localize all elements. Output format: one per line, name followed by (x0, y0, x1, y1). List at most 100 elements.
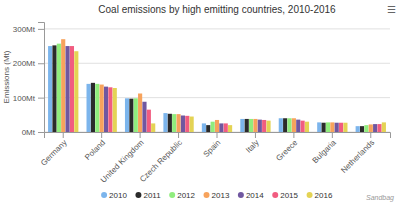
bar (258, 120, 262, 132)
y-tick: 100Mt (13, 94, 44, 103)
y-tick: 300Mt (13, 25, 44, 34)
legend-marker (204, 192, 210, 198)
bar (190, 117, 194, 132)
legend-marker (238, 192, 244, 198)
x-tick-mark (332, 132, 333, 138)
title: Coal emissions by high emitting countrie… (98, 4, 336, 15)
x-tick-mark (255, 132, 256, 138)
bar (219, 123, 223, 132)
bar (292, 118, 296, 132)
legend-label: 2012 (177, 191, 195, 200)
bar (87, 84, 91, 132)
bar-series (52, 45, 364, 132)
bar (211, 122, 215, 132)
legend-marker (272, 192, 278, 198)
bar (66, 46, 70, 132)
bar-series (61, 39, 373, 132)
legend-item: 2012 (169, 191, 195, 200)
bar (129, 99, 133, 132)
bar-series (66, 46, 378, 132)
bar (240, 119, 244, 132)
y-tick-label: 300Mt (13, 25, 36, 34)
bar (296, 120, 300, 132)
bar (339, 123, 343, 132)
bar (142, 102, 146, 132)
grid-line (44, 63, 390, 64)
x-tick-label: Greece (274, 138, 299, 163)
legend-label: 2010 (109, 191, 127, 200)
bar (176, 114, 180, 132)
bar-series (57, 44, 369, 132)
y-axis-line (38, 23, 45, 133)
legend-item: 2013 (204, 191, 230, 200)
y-tick-mark (38, 98, 44, 99)
bar (360, 126, 364, 132)
bar (343, 123, 347, 132)
x-tick-label: Bulgaria (311, 138, 339, 166)
legend-label: 2014 (246, 191, 264, 200)
bar (151, 123, 155, 132)
legend-label: 2015 (280, 191, 298, 200)
grid (44, 29, 390, 132)
y-tick-label: 0Mt (22, 128, 36, 137)
bar (91, 83, 95, 132)
bar (245, 119, 249, 132)
x-tick: Czech Republic (138, 132, 184, 184)
y-tick-label: 100Mt (13, 94, 36, 103)
bar (74, 51, 78, 132)
bar (373, 124, 377, 132)
y-tick-mark (38, 63, 44, 64)
y-tick-mark (38, 132, 44, 133)
bar (305, 122, 309, 132)
x-tick-label: Netherlands (339, 138, 376, 175)
x-axis: GermanyPolandUnited KingdomCzech Republi… (39, 132, 391, 185)
x-tick: Greece (274, 132, 299, 163)
bar (364, 125, 368, 132)
legend-label: 2016 (315, 191, 333, 200)
bar (113, 88, 117, 132)
bar (253, 119, 257, 132)
bars (48, 39, 386, 132)
bar (52, 45, 56, 132)
x-tick: Spain (202, 132, 223, 159)
bar (301, 121, 305, 132)
y-tick-mark (38, 29, 44, 30)
y-tick: 0Mt (22, 128, 44, 137)
chart: Coal emissions by high emitting countrie… (0, 0, 400, 204)
bar (215, 120, 219, 132)
bar (356, 126, 360, 132)
bar (61, 39, 65, 132)
x-tick-mark (293, 132, 294, 138)
x-tick: Poland (83, 132, 107, 162)
legend-label: 2011 (143, 191, 161, 200)
y-axis: 0Mt 100Mt 200Mt 300Mt (13, 23, 45, 138)
bar-series (70, 46, 382, 132)
y-tick-label: 200Mt (13, 59, 36, 68)
bar-series (74, 51, 386, 132)
bar (228, 125, 232, 132)
legend-item: 2011 (135, 191, 161, 200)
bar (287, 118, 291, 132)
bar (100, 85, 104, 132)
bar (382, 122, 386, 132)
grid-line (44, 28, 390, 29)
y-tick: 200Mt (13, 59, 44, 68)
legend-label: 2013 (212, 191, 230, 200)
bar (206, 125, 210, 132)
x-tick-label: Spain (202, 138, 223, 159)
x-tick: Germany (39, 132, 69, 168)
bar (138, 94, 142, 133)
x-tick: Italy (244, 132, 261, 155)
bar (262, 120, 266, 132)
bar (266, 121, 270, 132)
bar-series (48, 46, 360, 132)
x-tick: Bulgaria (311, 132, 339, 165)
legend-marker (307, 192, 313, 198)
legend-item: 2015 (272, 191, 298, 200)
legend-marker (135, 192, 141, 198)
x-tick-label: Italy (244, 138, 261, 155)
legend-item: 2010 (101, 191, 127, 200)
bar (224, 123, 228, 132)
bar (57, 44, 61, 132)
bar (181, 116, 185, 133)
